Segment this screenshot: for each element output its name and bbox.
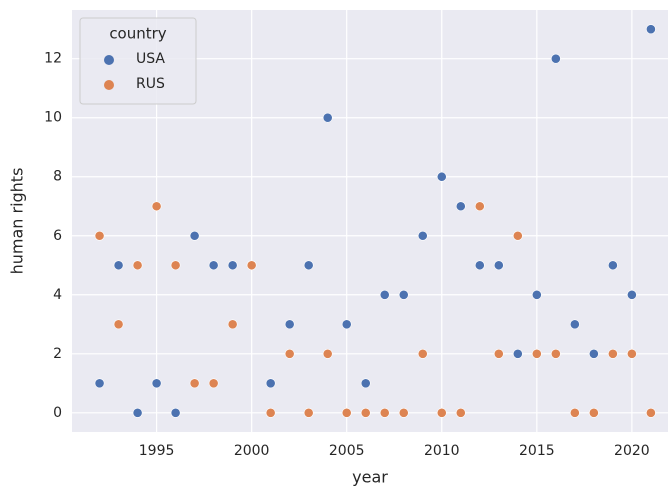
point: [626, 348, 637, 359]
legend-label: RUS: [136, 76, 165, 92]
point: [379, 407, 390, 418]
x-tick-label: 2010: [424, 443, 460, 459]
point: [417, 348, 428, 359]
point: [398, 289, 409, 300]
point: [398, 407, 409, 418]
point: [645, 24, 656, 35]
point: [189, 378, 200, 389]
point: [569, 319, 580, 330]
point: [113, 319, 124, 330]
point: [303, 407, 314, 418]
point: [341, 319, 352, 330]
point: [436, 407, 447, 418]
y-tick-label: 6: [53, 228, 62, 244]
point: [246, 260, 257, 271]
legend-marker: [104, 55, 114, 65]
point: [455, 407, 466, 418]
y-tick-label: 8: [53, 169, 62, 185]
point: [94, 230, 105, 241]
y-tick-label: 2: [53, 346, 62, 362]
point: [284, 319, 295, 330]
x-tick-label: 2005: [329, 443, 365, 459]
point: [474, 260, 485, 271]
point: [588, 348, 599, 359]
legend-label: USA: [136, 51, 165, 67]
y-tick-label: 0: [53, 405, 62, 421]
point: [379, 289, 390, 300]
point: [189, 230, 200, 241]
point: [170, 407, 181, 418]
y-tick-label: 4: [53, 287, 62, 303]
point: [113, 260, 124, 271]
x-tick-label: 2020: [614, 443, 650, 459]
point: [588, 407, 599, 418]
point: [417, 230, 428, 241]
point: [151, 201, 162, 212]
point: [227, 260, 238, 271]
point: [531, 289, 542, 300]
point: [550, 53, 561, 64]
point: [303, 260, 314, 271]
point: [626, 289, 637, 300]
point: [645, 407, 656, 418]
point: [322, 112, 333, 123]
point: [170, 260, 181, 271]
x-axis-label: year: [352, 468, 388, 487]
y-tick-label: 12: [44, 51, 62, 67]
point: [550, 348, 561, 359]
point: [132, 407, 143, 418]
point: [94, 378, 105, 389]
x-tick-label: 1995: [139, 443, 175, 459]
point: [208, 260, 219, 271]
y-axis-label: human rights: [8, 168, 27, 275]
point: [474, 201, 485, 212]
point: [132, 260, 143, 271]
legend-title: country: [109, 25, 166, 43]
point: [512, 230, 523, 241]
point: [512, 348, 523, 359]
point: [493, 260, 504, 271]
point: [284, 348, 295, 359]
point: [265, 407, 276, 418]
point: [360, 407, 371, 418]
point: [493, 348, 504, 359]
point: [151, 378, 162, 389]
x-tick-label: 2000: [234, 443, 270, 459]
point: [455, 201, 466, 212]
point: [360, 378, 371, 389]
point: [531, 348, 542, 359]
point: [322, 348, 333, 359]
point: [607, 348, 618, 359]
point: [341, 407, 352, 418]
x-tick-label: 2015: [519, 443, 555, 459]
point: [208, 378, 219, 389]
legend-marker: [104, 80, 114, 90]
y-tick-label: 10: [44, 110, 62, 126]
point: [227, 319, 238, 330]
point: [436, 171, 447, 182]
point: [607, 260, 618, 271]
point: [569, 407, 580, 418]
point: [265, 378, 276, 389]
